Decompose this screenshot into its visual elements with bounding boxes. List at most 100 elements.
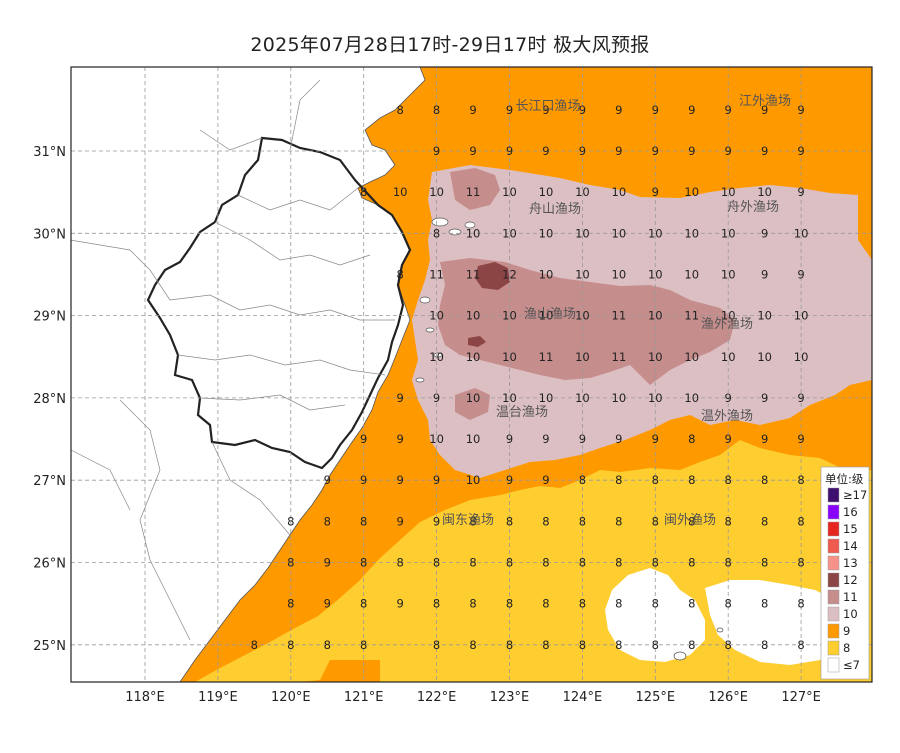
wind-grade-value: 10: [648, 267, 663, 281]
wind-grade-value: 10: [466, 226, 481, 240]
wind-grade-value: 10: [466, 432, 481, 446]
wind-grade-value: 9: [797, 103, 804, 117]
wind-grade-value: 9: [433, 144, 440, 158]
legend-label: ≥17: [843, 488, 867, 502]
wind-grade-value: 8: [615, 597, 622, 611]
wind-grade-value: 8: [506, 597, 513, 611]
wind-grade-value: 9: [797, 391, 804, 405]
wind-grade-value: 8: [797, 514, 804, 528]
latitude-tick-label: 30°N: [33, 227, 66, 242]
wind-grade-value: 10: [794, 309, 809, 323]
wind-grade-value: 9: [433, 514, 440, 528]
islands: [415, 217, 724, 661]
legend-label: 9: [843, 624, 850, 638]
wind-grade-value: 9: [579, 432, 586, 446]
wind-grade-value: 10: [466, 350, 481, 364]
latitude-tick-label: 25°N: [33, 639, 66, 654]
wind-grade-value: 8: [433, 103, 440, 117]
wind-grade-value: 8: [761, 514, 768, 528]
land-mass: [71, 67, 426, 682]
wind-grade-value: 10: [539, 391, 554, 405]
wind-grade-value: 9: [725, 103, 732, 117]
wind-grade-value: 10: [721, 350, 736, 364]
longitude-tick-label: 126°E: [708, 690, 748, 705]
wind-grade-value: 9: [396, 514, 403, 528]
wind-grade-value: 9: [396, 432, 403, 446]
wind-grade-value: 8: [287, 556, 294, 570]
fishing-ground-label: 舟山渔场: [529, 202, 581, 217]
wind-grade-value: 10: [612, 267, 627, 281]
wind-grade-value: 8: [797, 473, 804, 487]
legend-swatch: [827, 555, 840, 571]
wind-grade-value: 9: [725, 144, 732, 158]
legend-swatch: [827, 521, 840, 537]
wind-grade-value: 8: [360, 514, 367, 528]
wind-grade-value: 8: [688, 514, 695, 528]
wind-grade-value: 10: [612, 391, 627, 405]
wind-grade-value: 10: [575, 267, 590, 281]
wind-grade-value: 8: [652, 597, 659, 611]
wind-grade-value: 9: [506, 473, 513, 487]
longitude-tick-label: 118°E: [125, 690, 165, 705]
wind-grade-value: 9: [761, 267, 768, 281]
longitude-tick-label: 123°E: [490, 690, 530, 705]
wind-grade-value: 8: [652, 556, 659, 570]
wind-grade-value: 8: [579, 638, 586, 652]
wind-grade-value: 8: [688, 638, 695, 652]
wind-grade-value: 8: [725, 556, 732, 570]
wind-grade-value: 8: [615, 514, 622, 528]
legend: 单位:级 ≥17 16 15 14 13 12 11 10 9 8 ≤7: [820, 466, 870, 680]
legend-swatch: [827, 589, 840, 605]
latitude-tick-label: 28°N: [33, 392, 66, 407]
legend-swatch: [827, 538, 840, 554]
longitude-tick-label: 127°E: [781, 690, 821, 705]
wind-grade-value: 10: [757, 350, 772, 364]
wind-grade-value: 8: [797, 597, 804, 611]
wind-grade-value: 11: [466, 185, 481, 199]
wind-grade-value: 9: [433, 391, 440, 405]
wind-grade-value: 8: [506, 556, 513, 570]
wind-grade-value: 8: [287, 597, 294, 611]
wind-grade-value: 9: [797, 267, 804, 281]
wind-grade-value: 9: [396, 391, 403, 405]
wind-grade-value: 8: [652, 473, 659, 487]
wind-grade-value: 9: [506, 144, 513, 158]
wind-grade-value: 10: [502, 226, 517, 240]
wind-grade-value: 8: [396, 267, 403, 281]
wind-grade-value: 8: [542, 597, 549, 611]
legend-label: 13: [843, 556, 858, 570]
wind-grade-value: 10: [539, 226, 554, 240]
legend-label: 15: [843, 522, 858, 536]
wind-grade-value: 10: [757, 309, 772, 323]
wind-grade-value: 9: [688, 103, 695, 117]
legend-swatch: [827, 606, 840, 622]
fishing-ground-label: 长江口渔场: [515, 99, 580, 114]
legend-label: 8: [843, 641, 850, 655]
wind-grade-value: 8: [469, 597, 476, 611]
wind-grade-value: 8: [615, 473, 622, 487]
wind-grade-value: 9: [396, 597, 403, 611]
wind-grade-value: 10: [612, 185, 627, 199]
wind-grade-value: 10: [429, 185, 444, 199]
legend-label: 16: [843, 505, 858, 519]
wind-grade-value: 11: [684, 309, 699, 323]
wind-grade-value: 8: [688, 432, 695, 446]
fishing-ground-label: 渔山渔场: [524, 307, 576, 322]
wind-grade-value: 8: [652, 514, 659, 528]
wind-grade-value: 10: [393, 185, 408, 199]
wind-grade-value: 9: [542, 144, 549, 158]
wind-grade-value: 8: [542, 556, 549, 570]
latitude-tick-label: 29°N: [33, 310, 66, 325]
fishing-ground-labels: 长江口渔场 江外渔场 舟山渔场 舟外渔场 渔山渔场 渔外渔场 温台渔场 温外渔场…: [442, 94, 791, 528]
wind-grade-value: 9: [542, 103, 549, 117]
wind-grade-value: 11: [429, 267, 444, 281]
legend-swatch: [827, 572, 840, 588]
wind-grade-value: 9: [324, 473, 331, 487]
wind-grade-value: 8: [761, 473, 768, 487]
fishing-ground-label: 闽东渔场: [442, 513, 494, 528]
wind-grade-value: 10: [502, 309, 517, 323]
wind-grade-value: 8: [396, 556, 403, 570]
longitude-tick-label: 120°E: [271, 690, 311, 705]
wind-grade-value: 8: [688, 556, 695, 570]
county-boundaries: [71, 79, 395, 641]
